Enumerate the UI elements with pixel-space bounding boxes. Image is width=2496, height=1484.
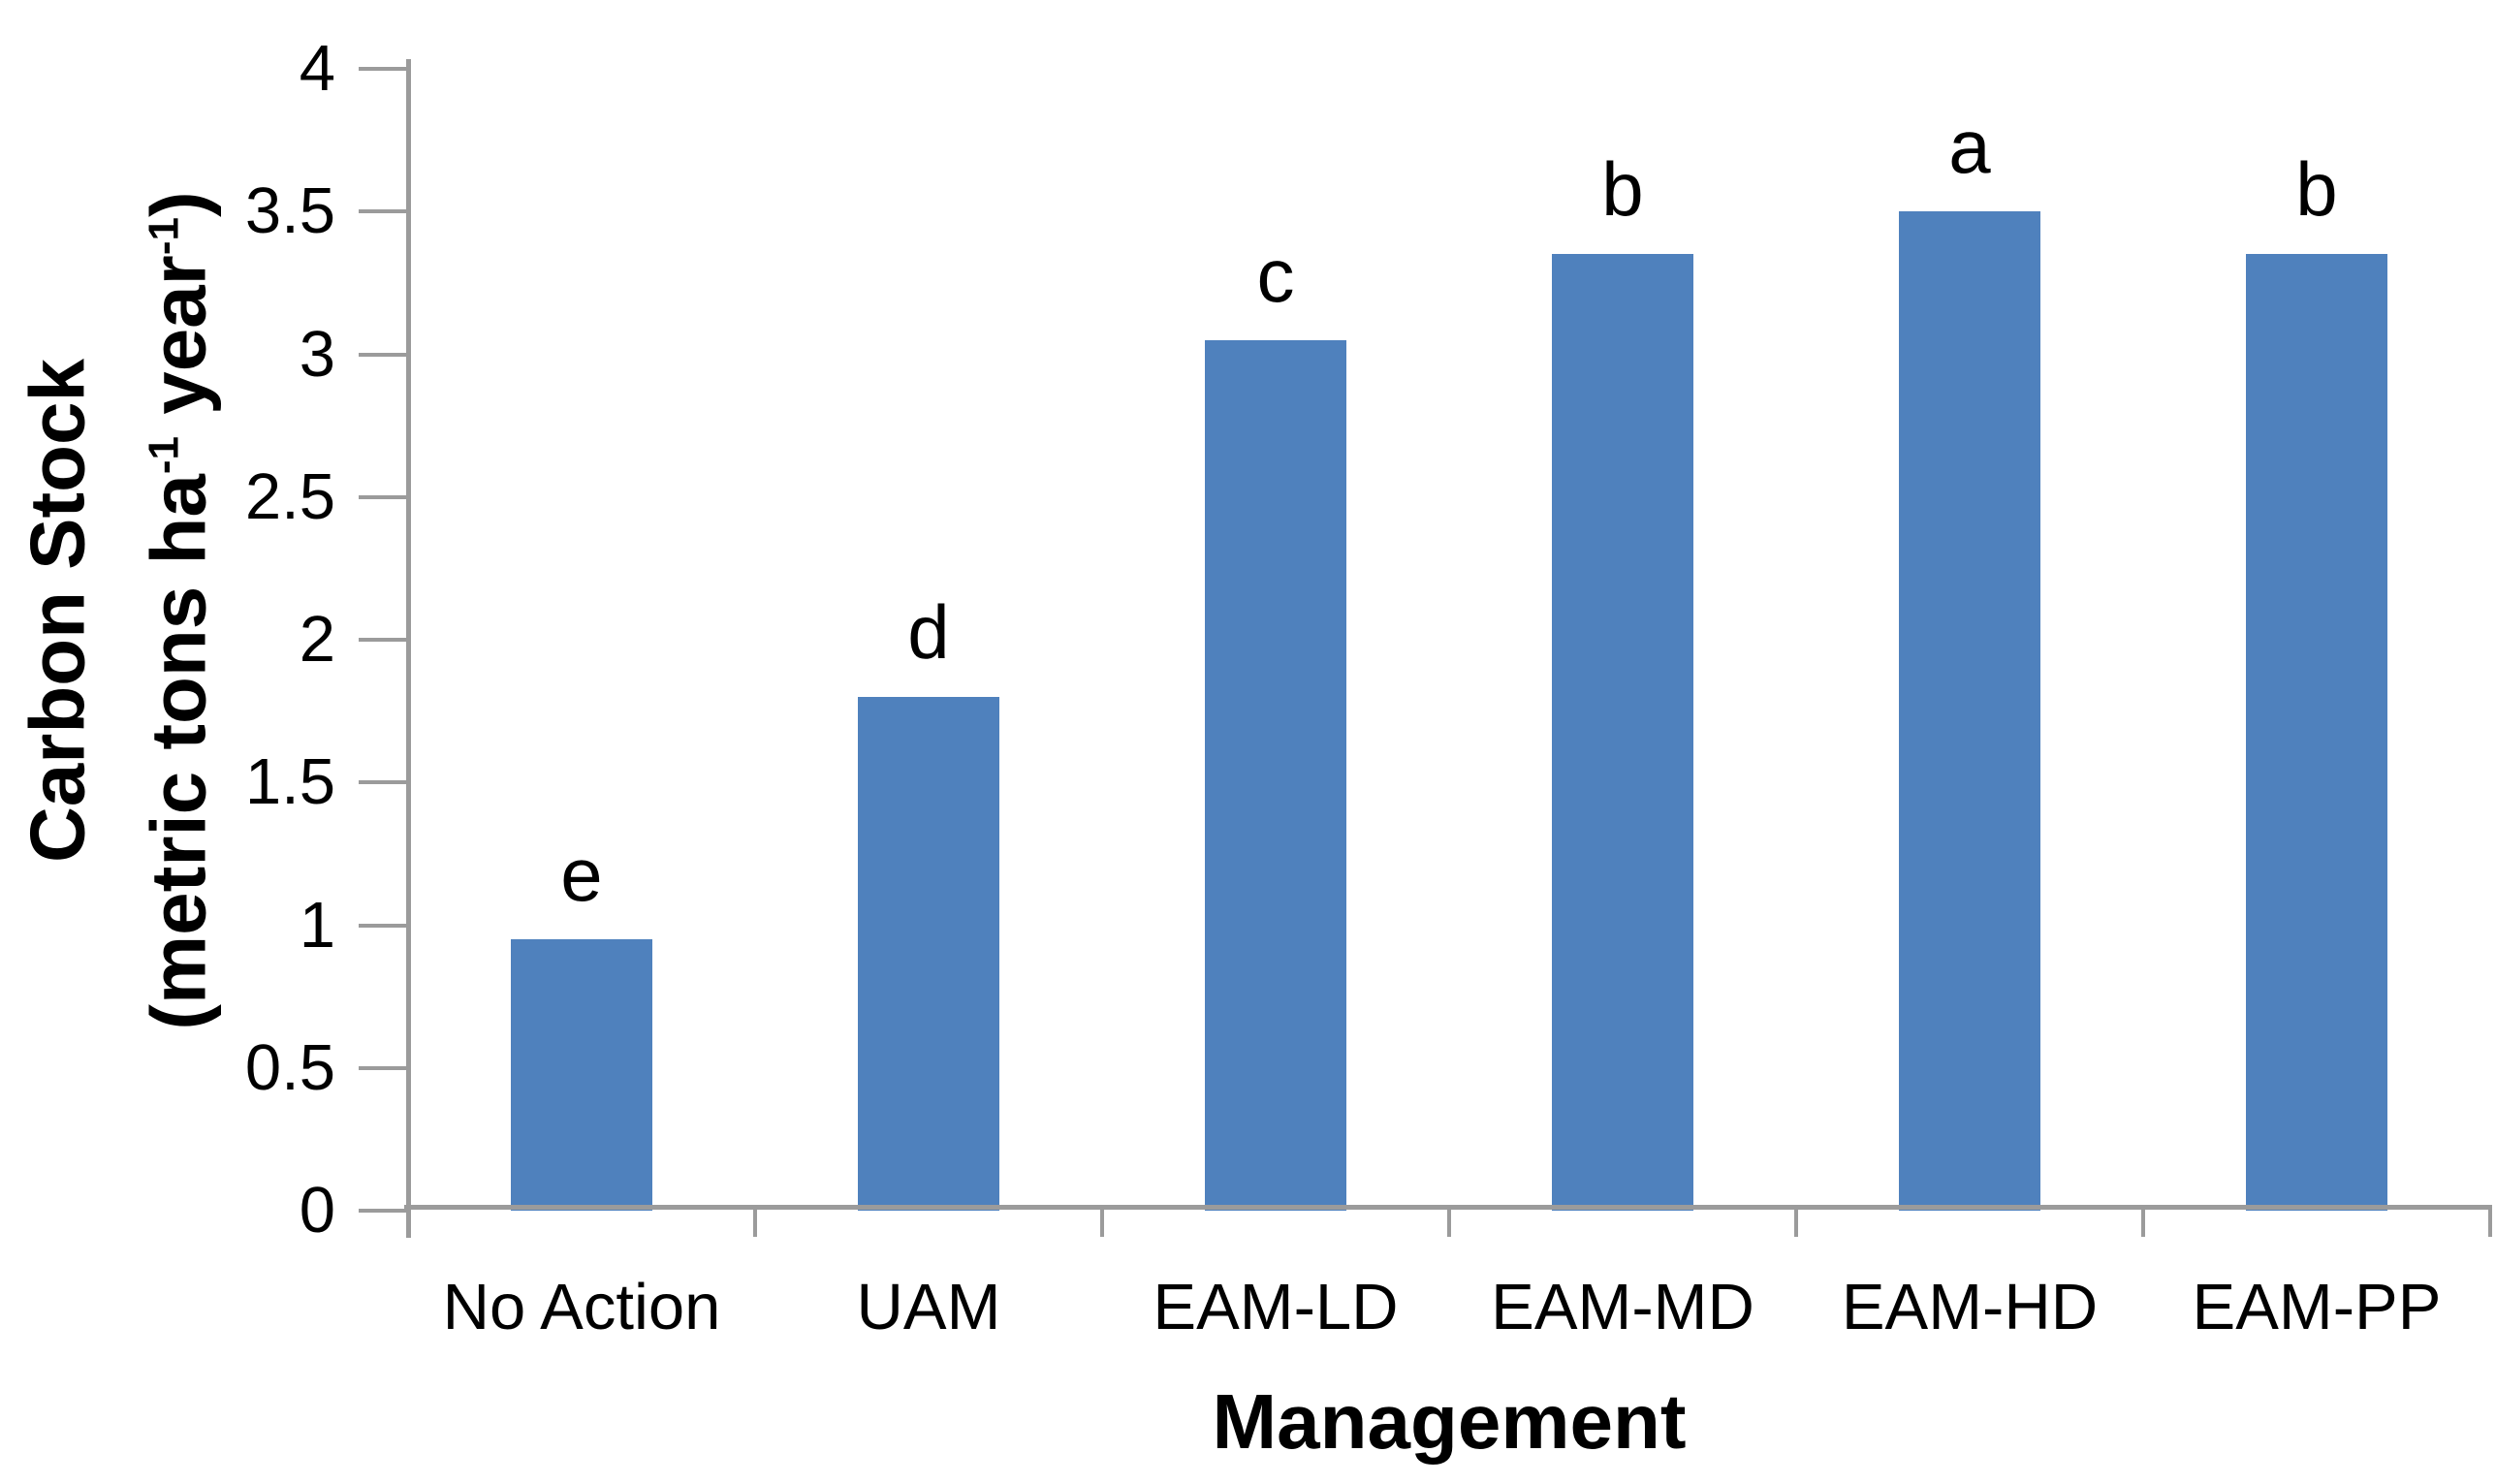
y-tick-mark	[359, 923, 408, 928]
significance-letter: e	[560, 832, 603, 918]
significance-letter: c	[1256, 232, 1295, 318]
x-tick-mark	[1447, 1208, 1451, 1237]
category-label: EAM-HD	[1841, 1271, 2099, 1343]
y-tick-label: 1	[299, 888, 335, 962]
significance-letter: b	[1601, 146, 1644, 233]
bar	[858, 696, 999, 1211]
bar	[1899, 211, 2040, 1211]
y-tick-label: 0	[299, 1174, 335, 1247]
category-label: EAM-LD	[1153, 1271, 1399, 1343]
bar	[511, 939, 652, 1211]
y-tick-mark	[359, 209, 408, 214]
x-axis-line	[404, 1205, 2492, 1210]
y-tick-label: 3	[299, 317, 335, 391]
y-axis-line	[406, 59, 411, 1238]
bar	[1205, 339, 1346, 1211]
x-axis-title: Management	[1212, 1378, 1687, 1465]
y-tick-label: 3.5	[244, 174, 335, 248]
significance-letter: b	[2295, 146, 2338, 233]
significance-letter: d	[907, 588, 950, 675]
y-tick-mark	[359, 494, 408, 499]
category-label: UAM	[856, 1271, 1001, 1343]
y-tick-label: 2.5	[244, 459, 335, 533]
plot-area: 0 0.5 1 1.5 2 2.5 3 3.5 4 e No Action d UAM c EAM-LD b E…	[245, 35, 2492, 1342]
y-tick-mark	[359, 352, 408, 357]
y-tick-mark	[359, 638, 408, 642]
bar	[1552, 254, 1693, 1211]
x-tick-mark	[753, 1208, 757, 1237]
y-tick-label: 2	[299, 603, 335, 676]
x-tick-mark	[2141, 1208, 2145, 1237]
category-label: No Action	[442, 1271, 721, 1343]
y-tick-mark	[359, 1209, 408, 1213]
category-label: EAM-PP	[2192, 1271, 2442, 1343]
y-axis-title-line1: Carbon Stock	[14, 358, 101, 864]
y-tick-label: 4	[299, 32, 335, 105]
category-label: EAM-MD	[1491, 1271, 1754, 1343]
y-tick-mark	[359, 1065, 408, 1070]
y-tick-mark	[359, 67, 408, 71]
x-tick-mark	[1794, 1208, 1798, 1237]
y-tick-mark	[359, 780, 408, 785]
x-tick-mark	[1100, 1208, 1104, 1237]
significance-letter: a	[1948, 104, 1991, 190]
bar	[2246, 254, 2387, 1211]
x-tick-mark	[2488, 1208, 2492, 1237]
y-tick-label: 0.5	[244, 1030, 335, 1104]
y-tick-label: 1.5	[244, 745, 335, 819]
